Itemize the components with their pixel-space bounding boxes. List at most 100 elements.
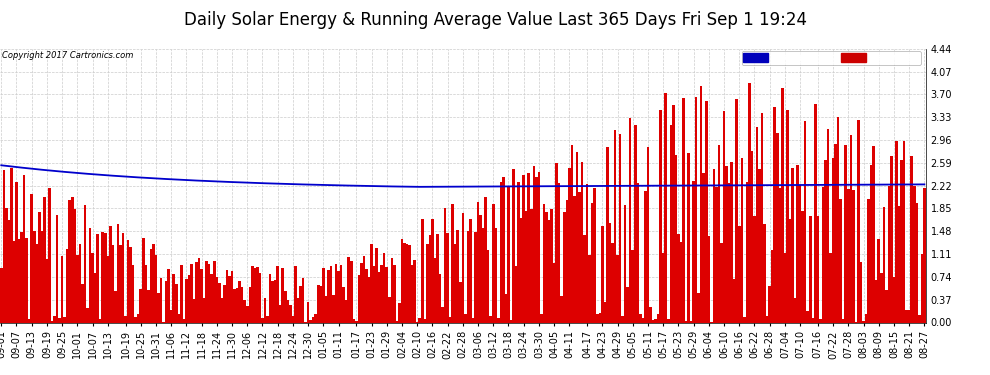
Bar bbox=[352, 319, 355, 322]
Bar bbox=[507, 186, 510, 322]
Bar bbox=[530, 209, 533, 322]
Bar bbox=[365, 270, 367, 322]
Bar bbox=[117, 225, 119, 322]
Bar bbox=[263, 298, 266, 322]
Bar bbox=[728, 183, 731, 322]
Bar bbox=[362, 256, 365, 322]
Bar bbox=[763, 224, 766, 322]
Bar bbox=[738, 226, 741, 322]
Bar bbox=[750, 151, 753, 322]
Bar bbox=[640, 315, 642, 322]
Bar bbox=[167, 270, 170, 322]
Bar bbox=[18, 239, 20, 322]
Bar bbox=[721, 243, 723, 322]
Bar bbox=[525, 211, 528, 322]
Bar bbox=[536, 177, 538, 322]
Bar bbox=[916, 203, 918, 322]
Bar bbox=[687, 153, 690, 322]
Bar bbox=[261, 318, 263, 322]
Bar bbox=[140, 289, 142, 322]
Bar bbox=[345, 300, 347, 322]
Bar bbox=[921, 254, 923, 322]
Bar bbox=[632, 251, 634, 322]
Bar bbox=[835, 144, 837, 322]
Bar bbox=[489, 316, 492, 322]
Bar bbox=[479, 215, 482, 322]
Bar bbox=[616, 255, 619, 322]
Bar bbox=[844, 145, 847, 322]
Bar bbox=[520, 217, 523, 322]
Bar bbox=[84, 205, 86, 322]
Bar bbox=[63, 317, 66, 322]
Bar bbox=[464, 315, 466, 322]
Text: Daily Solar Energy & Running Average Value Last 365 Days Fri Sep 1 19:24: Daily Solar Energy & Running Average Val… bbox=[183, 11, 807, 29]
Bar bbox=[223, 285, 226, 322]
Bar bbox=[755, 127, 758, 322]
Bar bbox=[619, 134, 622, 322]
Bar bbox=[182, 320, 185, 322]
Bar bbox=[234, 289, 236, 322]
Bar bbox=[244, 300, 246, 322]
Bar bbox=[487, 250, 489, 322]
Bar bbox=[226, 270, 229, 322]
Bar bbox=[454, 244, 456, 322]
Bar bbox=[205, 261, 208, 322]
Bar bbox=[849, 135, 852, 322]
Bar bbox=[593, 188, 596, 322]
Bar bbox=[893, 278, 895, 322]
Bar bbox=[627, 287, 629, 322]
Bar bbox=[154, 255, 157, 322]
Bar bbox=[596, 315, 599, 322]
Bar bbox=[799, 185, 801, 322]
Bar bbox=[221, 298, 223, 322]
Bar bbox=[149, 249, 152, 322]
Bar bbox=[281, 268, 284, 322]
Bar bbox=[560, 296, 563, 322]
Bar bbox=[444, 208, 446, 322]
Bar bbox=[294, 266, 297, 322]
Bar bbox=[611, 243, 614, 322]
Bar bbox=[312, 317, 315, 322]
Bar bbox=[152, 244, 154, 322]
Bar bbox=[279, 304, 281, 322]
Bar bbox=[456, 230, 459, 322]
Bar bbox=[274, 280, 276, 322]
Bar bbox=[317, 285, 320, 322]
Bar bbox=[690, 321, 692, 322]
Bar bbox=[36, 244, 38, 322]
Bar bbox=[538, 172, 541, 322]
Bar bbox=[461, 213, 464, 322]
Bar bbox=[241, 287, 244, 322]
Bar bbox=[814, 104, 817, 322]
Bar bbox=[251, 266, 253, 322]
Bar bbox=[355, 321, 357, 322]
Bar bbox=[837, 117, 840, 322]
Bar bbox=[510, 320, 512, 322]
Bar bbox=[885, 290, 888, 322]
Bar bbox=[385, 267, 388, 322]
Bar bbox=[195, 262, 198, 322]
Bar bbox=[482, 228, 484, 322]
Bar bbox=[44, 197, 46, 322]
Bar bbox=[8, 220, 10, 322]
Bar bbox=[773, 107, 776, 322]
Bar bbox=[383, 254, 385, 322]
Bar bbox=[208, 264, 211, 322]
Bar bbox=[0, 268, 3, 322]
Bar bbox=[148, 291, 149, 322]
Bar bbox=[634, 124, 637, 322]
Bar bbox=[723, 111, 726, 322]
Bar bbox=[680, 242, 682, 322]
Bar bbox=[378, 272, 380, 322]
Bar bbox=[401, 238, 403, 322]
Bar bbox=[26, 238, 28, 322]
Bar bbox=[807, 311, 809, 322]
Bar bbox=[568, 168, 570, 322]
Bar bbox=[333, 296, 335, 322]
Bar bbox=[104, 233, 107, 322]
Bar bbox=[741, 158, 743, 322]
Bar bbox=[414, 260, 416, 322]
Bar bbox=[877, 238, 880, 322]
Bar bbox=[38, 212, 41, 322]
Bar bbox=[23, 174, 26, 322]
